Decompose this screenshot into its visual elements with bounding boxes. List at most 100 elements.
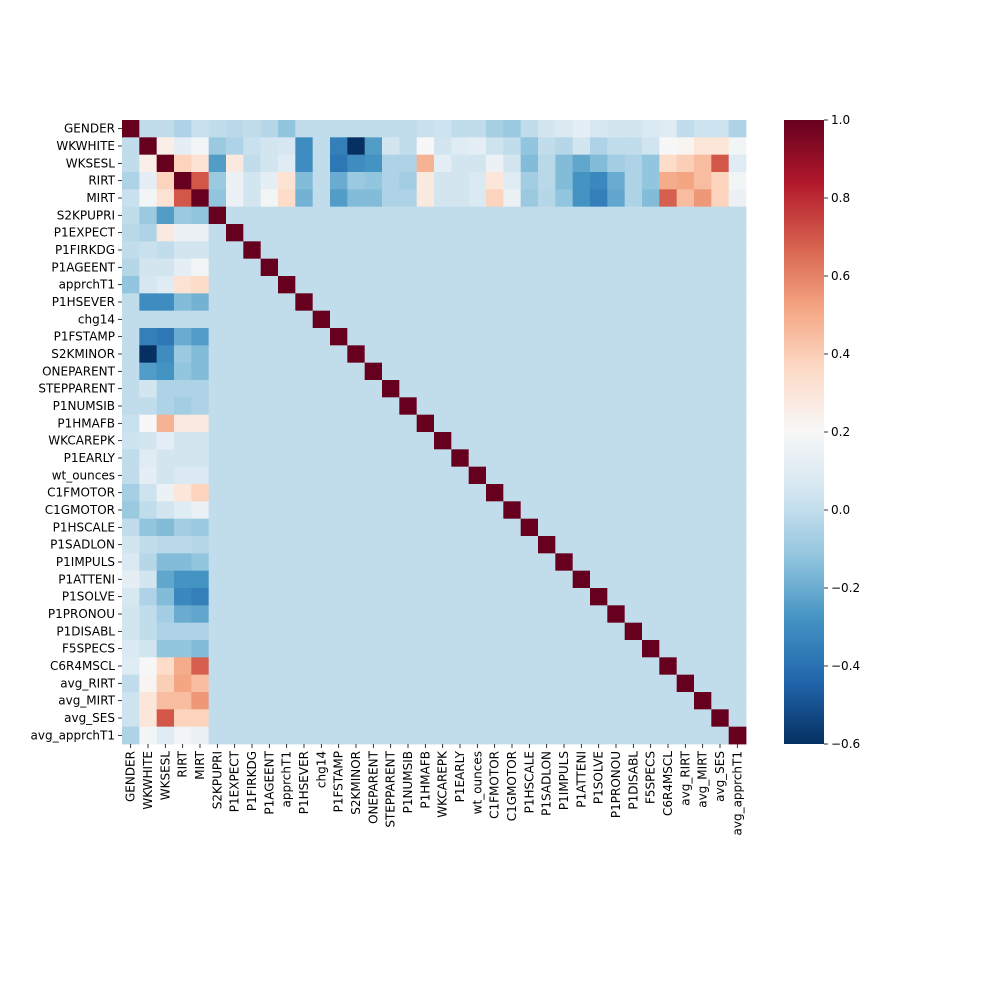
heatmap-cell-P1IMPULS-avg_apprchT1	[728, 553, 747, 572]
heatmap-cell-ONEPARENT-wt_ounces	[468, 362, 487, 381]
heatmap-cell-P1HSEVER-F5SPECS	[642, 293, 660, 312]
heatmap-cell-ONEPARENT-P1PRONOU	[607, 362, 626, 381]
heatmap-cell-P1SADLON-RIRT	[174, 536, 192, 554]
heatmap-cell-P1AGEENT-P1EXPECT	[226, 258, 244, 277]
heatmap-cell-avg_SES-P1FSTAMP	[330, 709, 348, 728]
heatmap-cell-P1HMAFB-P1SOLVE	[590, 414, 608, 433]
row-label: C1FMOTOR	[47, 486, 115, 500]
heatmap-cell-WKSESL-STEPPARENT	[382, 154, 400, 173]
heatmap-cell-avg_SES-P1AGEENT	[260, 709, 279, 728]
heatmap-cell-P1FSTAMP-P1SADLON	[538, 328, 556, 346]
heatmap-cell-F5SPECS-avg_MIRT	[694, 640, 712, 658]
heatmap-cell-apprchT1-RIRT	[174, 276, 192, 294]
heatmap-cell-P1FIRKDG-P1HMAFB	[416, 241, 435, 260]
heatmap-cell-P1FSTAMP-avg_SES	[711, 328, 730, 346]
row-label: WKCAREPK	[48, 434, 116, 448]
heatmap-cell-MIRT-wt_ounces	[468, 189, 487, 208]
heatmap-cell-C1GMOTOR-P1HMAFB	[416, 501, 435, 520]
heatmap-cell-P1EXPECT-P1DISABL	[624, 224, 643, 242]
colorbar: 1.0 0.8 0.6 0.4 0.2 0.0 −0.2 −0.4 −0.6	[784, 113, 860, 751]
heatmap-cell-S2KMINOR-WKWHITE	[139, 345, 158, 364]
heatmap-cell-P1AGEENT-GENDER	[122, 258, 140, 277]
heatmap-cell-P1HSCALE-P1FSTAMP	[330, 518, 348, 537]
heatmap-cell-P1EXPECT-WKWHITE	[139, 224, 158, 242]
heatmap-cell-P1HSEVER-ONEPARENT	[364, 293, 383, 312]
heatmap-cell-P1EARLY-chg14	[312, 449, 331, 468]
heatmap-cell-RIRT-MIRT	[191, 172, 210, 190]
heatmap-cell-P1EXPECT-WKCAREPK	[434, 224, 452, 242]
heatmap-cell-P1DISABL-C6R4MSCL	[659, 622, 678, 641]
heatmap-cell-P1HSCALE-P1PRONOU	[607, 518, 626, 537]
heatmap-cell-WKWHITE-C1GMOTOR	[503, 137, 522, 156]
heatmap-cell-S2KMINOR-P1FIRKDG	[243, 345, 262, 364]
heatmap-cell-avg_RIRT-P1SOLVE	[590, 674, 608, 693]
heatmap-cell-WKSESL-ONEPARENT	[364, 154, 383, 173]
heatmap-cell-avg_RIRT-avg_RIRT	[676, 674, 695, 693]
heatmap-cell-MIRT-P1EARLY	[451, 189, 470, 208]
heatmap-cell-P1NUMSIB-P1FIRKDG	[243, 397, 262, 416]
heatmap-cell-S2KMINOR-C1GMOTOR	[503, 345, 522, 364]
heatmap-cell-RIRT-WKSESL	[156, 172, 175, 190]
heatmap-cell-avg_RIRT-P1DISABL	[624, 674, 643, 693]
row-label: C1GMOTOR	[45, 503, 115, 517]
heatmap-cell-P1NUMSIB-C1GMOTOR	[503, 397, 522, 416]
row-label: wt_ounces	[52, 468, 115, 482]
heatmap-cell-P1HMAFB-P1SADLON	[538, 414, 556, 433]
heatmap-cell-P1HSCALE-P1IMPULS	[555, 518, 574, 537]
heatmap-cell-chg14-P1HMAFB	[416, 310, 435, 329]
heatmap-cell-P1AGEENT-ONEPARENT	[364, 258, 383, 277]
heatmap-cell-P1HSEVER-P1IMPULS	[555, 293, 574, 312]
heatmap-cell-C1GMOTOR-WKSESL	[156, 501, 175, 520]
heatmap-cell-P1EXPECT-P1ATTENI	[572, 224, 591, 242]
heatmap-cell-avg_RIRT-avg_MIRT	[694, 674, 712, 693]
heatmap-cell-WKCAREPK-P1HMAFB	[416, 432, 435, 450]
colorbar-tick-label: 1.0	[831, 113, 850, 127]
heatmap-cell-P1HMAFB-WKCAREPK	[434, 414, 452, 433]
heatmap-cell-avg_RIRT-P1IMPULS	[555, 674, 574, 693]
heatmap-cell-C1GMOTOR-wt_ounces	[468, 501, 487, 520]
heatmap-cell-apprchT1-S2KPUPRI	[208, 276, 227, 294]
heatmap-cell-C1GMOTOR-RIRT	[174, 501, 192, 520]
heatmap-cell-P1IMPULS-STEPPARENT	[382, 553, 400, 572]
heatmap-cell-P1SADLON-P1FSTAMP	[330, 536, 348, 554]
heatmap-cell-P1EXPECT-P1EARLY	[451, 224, 470, 242]
heatmap-cell-WKCAREPK-avg_SES	[711, 432, 730, 450]
heatmap-cell-STEPPARENT-P1IMPULS	[555, 380, 574, 398]
heatmap-cell-WKSESL-avg_MIRT	[694, 154, 712, 173]
heatmap-cell-ONEPARENT-C1GMOTOR	[503, 362, 522, 381]
heatmap-cell-P1SADLON-P1NUMSIB	[399, 536, 418, 554]
heatmap-cell-wt_ounces-avg_apprchT1	[728, 466, 747, 485]
heatmap-cell-C1FMOTOR-WKWHITE	[139, 484, 158, 502]
heatmap-cell-S2KMINOR-avg_apprchT1	[728, 345, 747, 364]
heatmap-cell-apprchT1-S2KMINOR	[347, 276, 366, 294]
heatmap-cell-P1FIRKDG-P1HSEVER	[295, 241, 314, 260]
heatmap-cell-apprchT1-P1IMPULS	[555, 276, 574, 294]
heatmap-cell-C6R4MSCL-P1SOLVE	[590, 657, 608, 676]
column-label: P1EARLY	[453, 750, 467, 802]
heatmap-cell-GENDER-STEPPARENT	[382, 120, 400, 138]
heatmap-cell-avg_RIRT-C6R4MSCL	[659, 674, 678, 693]
heatmap-cell-P1HSCALE-P1FIRKDG	[243, 518, 262, 537]
heatmap-cell-P1HSEVER-P1FIRKDG	[243, 293, 262, 312]
heatmap-cell-avg_RIRT-S2KPUPRI	[208, 674, 227, 693]
heatmap-cell-P1HMAFB-P1HMAFB	[416, 414, 435, 433]
heatmap-cell-P1NUMSIB-P1DISABL	[624, 397, 643, 416]
heatmap-cell-ONEPARENT-WKSESL	[156, 362, 175, 381]
heatmap-cell-wt_ounces-C6R4MSCL	[659, 466, 678, 485]
heatmap-cell-P1FIRKDG-WKWHITE	[139, 241, 158, 260]
heatmap-cell-P1EARLY-avg_apprchT1	[728, 449, 747, 468]
heatmap-cell-MIRT-P1HSEVER	[295, 189, 314, 208]
row-label: RIRT	[88, 174, 115, 188]
heatmap-cell-GENDER-avg_MIRT	[694, 120, 712, 138]
heatmap-cell-MIRT-C1GMOTOR	[503, 189, 522, 208]
heatmap-cell-P1HSEVER-C1FMOTOR	[486, 293, 504, 312]
heatmap-cell-P1NUMSIB-C6R4MSCL	[659, 397, 678, 416]
heatmap-cell-avg_RIRT-MIRT	[191, 674, 210, 693]
heatmap-cell-S2KMINOR-avg_RIRT	[676, 345, 695, 364]
heatmap-cell-P1HSEVER-avg_RIRT	[676, 293, 695, 312]
row-label: MIRT	[86, 191, 115, 205]
heatmap-cell-C1FMOTOR-P1HSCALE	[520, 484, 539, 502]
heatmap-cell-P1ATTENI-C1FMOTOR	[486, 570, 504, 589]
heatmap-cell-C1GMOTOR-P1EARLY	[451, 501, 470, 520]
heatmap-cell-wt_ounces-wt_ounces	[468, 466, 487, 485]
